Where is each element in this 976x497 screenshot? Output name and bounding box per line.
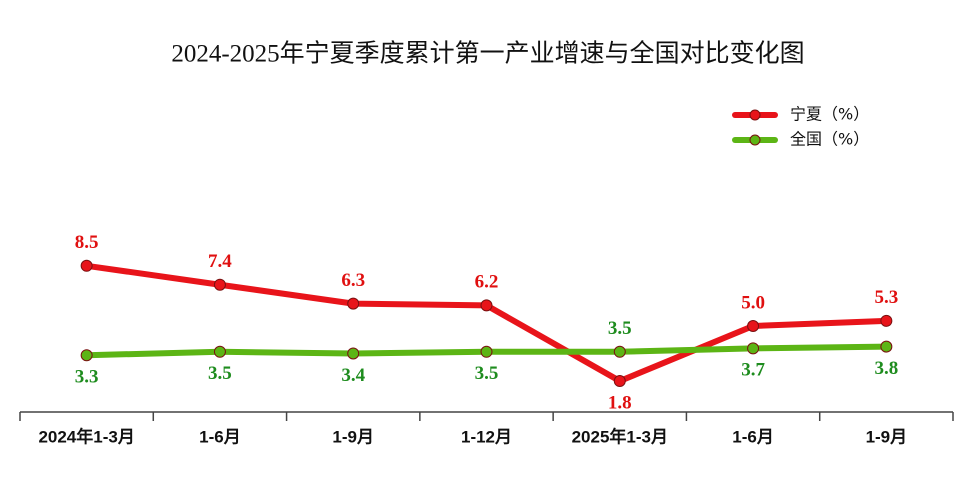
data-label: 3.7 xyxy=(741,360,765,381)
marker xyxy=(80,259,93,272)
data-label: 8.5 xyxy=(75,232,99,253)
x-tick-label: 2024年1-3月 xyxy=(38,426,134,446)
marker xyxy=(747,342,760,355)
marker xyxy=(613,375,626,388)
marker xyxy=(213,278,226,291)
x-tick-label: 1-9月 xyxy=(866,427,908,446)
marker xyxy=(347,347,360,360)
data-label: 3.5 xyxy=(208,363,232,384)
data-label: 5.0 xyxy=(741,292,765,313)
data-label: 3.8 xyxy=(874,358,898,379)
legend-marker xyxy=(749,134,761,146)
data-label: 3.5 xyxy=(475,363,499,384)
legend-label: 全国（%） xyxy=(790,130,869,149)
data-label: 3.5 xyxy=(608,318,632,339)
marker xyxy=(613,345,626,358)
marker xyxy=(213,345,226,358)
marker xyxy=(480,345,493,358)
marker xyxy=(880,340,893,353)
marker xyxy=(747,320,760,332)
x-tick-label: 2025年1-3月 xyxy=(572,426,668,446)
marker xyxy=(880,314,893,327)
data-label: 1.8 xyxy=(608,392,632,413)
marker xyxy=(347,297,360,310)
legend-label: 宁夏（%） xyxy=(790,105,869,124)
chart-title: 2024-2025年宁夏季度累计第一产业增速与全国对比变化图 xyxy=(171,40,804,68)
data-label: 5.3 xyxy=(874,287,898,308)
data-label: 7.4 xyxy=(208,251,232,272)
legend-marker xyxy=(749,109,761,121)
marker xyxy=(480,299,493,312)
data-label: 3.3 xyxy=(75,367,99,388)
x-tick-label: 1-12月 xyxy=(461,427,512,446)
x-tick-label: 1-9月 xyxy=(332,427,374,446)
data-label: 6.2 xyxy=(475,272,499,293)
data-label: 6.3 xyxy=(341,270,365,291)
x-tick-label: 1-6月 xyxy=(732,427,774,446)
x-tick-label: 1-6月 xyxy=(199,427,241,446)
data-label: 3.4 xyxy=(341,365,365,386)
marker xyxy=(80,349,93,362)
